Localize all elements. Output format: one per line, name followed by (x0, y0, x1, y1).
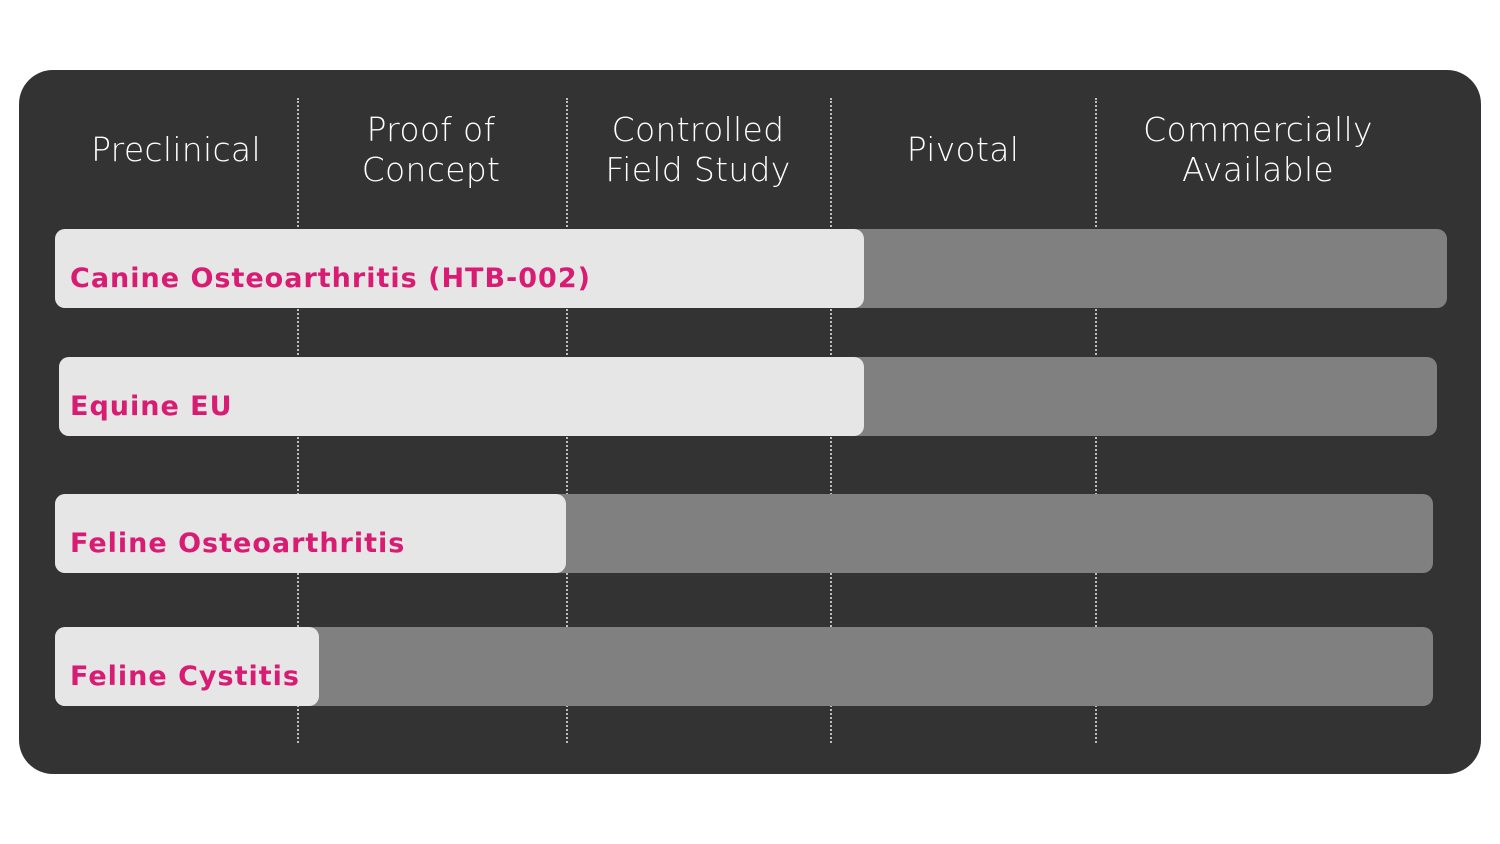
bar-label: Feline Cystitis (70, 661, 300, 692)
bar-progress (59, 357, 865, 436)
stage-header: Preclinical (91, 130, 261, 169)
bar-progress (55, 627, 319, 706)
bar-label: Canine Osteoarthritis (HTB-002) (70, 263, 591, 294)
stage-header: Proof of Concept (361, 110, 501, 189)
stage-header: Commercially Available (1143, 110, 1373, 189)
bar-progress (55, 494, 566, 573)
bar-label: Equine EU (70, 391, 233, 422)
stage-header: Controlled Field Study (605, 110, 791, 189)
bar-progress (55, 229, 865, 308)
stage-header: Pivotal (906, 130, 1020, 169)
bar-label: Feline Osteoarthritis (70, 528, 406, 559)
